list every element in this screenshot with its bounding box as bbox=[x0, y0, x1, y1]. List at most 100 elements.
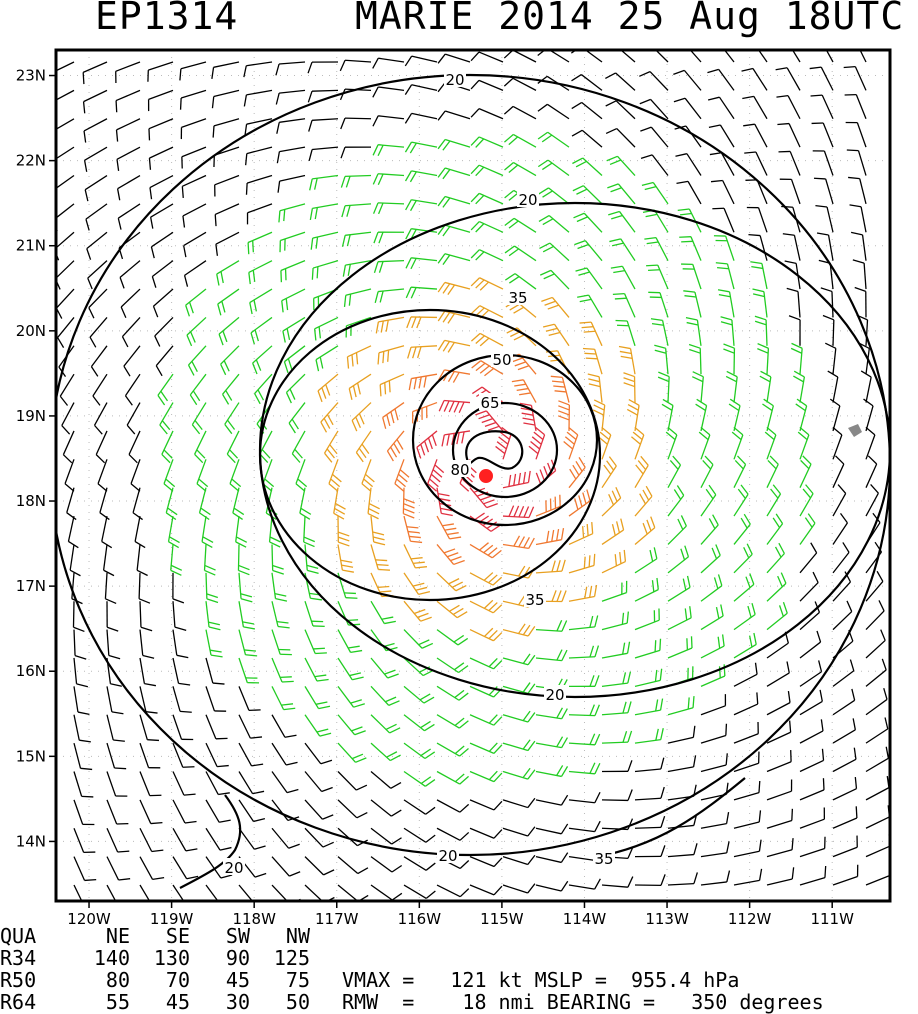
wind-barb-flag bbox=[253, 817, 266, 823]
wind-barb-flag bbox=[509, 303, 521, 311]
wind-barb bbox=[106, 799, 118, 825]
wind-barb-flag bbox=[206, 593, 219, 599]
wind-barb-flag bbox=[405, 257, 412, 269]
wind-barb-flag bbox=[558, 410, 570, 416]
wind-barb-flag bbox=[406, 316, 412, 329]
wind-barb-flag bbox=[410, 258, 417, 270]
wind-barb-flag bbox=[454, 689, 465, 699]
wind-barb bbox=[139, 771, 151, 796]
wind-barb bbox=[304, 827, 324, 848]
wind-barb-flag bbox=[758, 839, 762, 852]
wind-barb bbox=[370, 714, 391, 734]
wind-barb-flag bbox=[527, 626, 536, 637]
wind-barb-flag bbox=[282, 680, 294, 683]
wind-barb-flag bbox=[416, 447, 422, 459]
wind-barb-flag bbox=[194, 420, 203, 431]
wind-barb-flag bbox=[527, 883, 536, 894]
wind-barb-flag bbox=[399, 469, 410, 478]
wind-barb-flag bbox=[483, 572, 494, 581]
wind-barb bbox=[623, 293, 636, 318]
wind-barb bbox=[271, 799, 289, 821]
wind-barb-flag bbox=[824, 865, 827, 878]
wind-barb-flag bbox=[627, 671, 632, 684]
wind-barb-flag bbox=[488, 714, 498, 724]
wind-barb-flag bbox=[211, 96, 215, 109]
wind-barb-flag bbox=[503, 77, 514, 87]
wind-barb-flag bbox=[240, 593, 253, 598]
wind-barb bbox=[247, 203, 273, 214]
wind-barb bbox=[686, 153, 702, 176]
wind-barb-flag bbox=[437, 224, 446, 235]
wind-barb-flag bbox=[251, 763, 264, 767]
wind-barb-flag bbox=[289, 871, 301, 877]
wind-barb-flag bbox=[527, 470, 531, 483]
wind-barb-flag bbox=[272, 564, 284, 570]
wind-barb bbox=[667, 525, 687, 545]
wind-barb bbox=[766, 642, 789, 659]
wind-barb-flag bbox=[286, 788, 299, 794]
wind-barb bbox=[61, 402, 75, 426]
wind-barb bbox=[719, 124, 735, 148]
wind-barb-flag bbox=[519, 402, 532, 406]
wind-barb-flag bbox=[223, 360, 230, 372]
wind-barb-flag bbox=[281, 300, 284, 313]
wind-barb-flag bbox=[420, 748, 432, 757]
wind-barb-flag bbox=[470, 305, 481, 315]
wind-barb bbox=[720, 152, 735, 176]
wind-barb-flag bbox=[511, 357, 523, 363]
contour-label-bg bbox=[524, 590, 546, 607]
value-nw: 75 bbox=[285, 968, 310, 992]
wind-barb-flag bbox=[689, 606, 692, 618]
wind-barb-flag bbox=[684, 545, 690, 557]
wind-barb-flag bbox=[815, 204, 828, 208]
wind-barb-flag bbox=[438, 369, 445, 381]
wind-barbs bbox=[56, 50, 890, 908]
wind-barb-flag bbox=[522, 682, 531, 693]
wind-barb-flag bbox=[248, 709, 261, 712]
wind-barb-flag bbox=[361, 443, 370, 455]
wind-barb-flag bbox=[367, 512, 379, 520]
wind-barb bbox=[106, 884, 117, 901]
wind-barb bbox=[548, 187, 570, 205]
wind-barb bbox=[378, 115, 405, 120]
wind-barb-flag bbox=[568, 426, 579, 436]
wind-barb-flag bbox=[594, 878, 601, 890]
wind-barb bbox=[788, 123, 801, 148]
wind-barb-flag bbox=[410, 287, 417, 299]
wind-barb-flag bbox=[601, 426, 612, 436]
wind-barb-flag bbox=[589, 704, 595, 716]
wind-barb-flag bbox=[387, 673, 399, 679]
wind-barb bbox=[786, 67, 801, 91]
wind-barb bbox=[667, 853, 694, 858]
wind-barb-flag bbox=[805, 484, 814, 495]
wind-barb-flag bbox=[577, 294, 589, 298]
wind-barb-flag bbox=[543, 273, 555, 280]
wind-barb-flag bbox=[420, 616, 432, 622]
wind-barb-flag bbox=[403, 503, 415, 509]
x-tick-label: 115W bbox=[480, 910, 524, 924]
wind-barb-flag bbox=[539, 469, 545, 481]
wind-barb-flag bbox=[269, 541, 281, 548]
wind-barb-flag bbox=[409, 171, 417, 183]
contour-20-outer bbox=[56, 74, 890, 856]
wind-barb-flag bbox=[76, 683, 89, 688]
wind-barb bbox=[303, 516, 306, 543]
wind-barb-flag bbox=[777, 575, 783, 588]
col-ne: NE bbox=[105, 924, 130, 948]
wind-barb-flag bbox=[277, 625, 290, 629]
wind-barb-flag bbox=[379, 290, 384, 303]
wind-barb-flag bbox=[810, 542, 818, 554]
wind-barb-flag bbox=[150, 821, 163, 825]
wind-barb-flag bbox=[186, 334, 193, 347]
wind-barb-flag bbox=[620, 355, 633, 360]
wind-barb bbox=[271, 572, 277, 599]
wind-barb-flag bbox=[475, 223, 485, 233]
wind-barb-flag bbox=[85, 907, 97, 908]
wind-barb bbox=[601, 591, 627, 602]
wind-barb-flag bbox=[611, 214, 623, 220]
wind-barb-flag bbox=[793, 375, 804, 383]
wind-barb-flag bbox=[527, 769, 536, 780]
wind-barb bbox=[478, 164, 504, 177]
wind-barb-flag bbox=[681, 240, 693, 243]
wind-barb bbox=[568, 799, 595, 804]
